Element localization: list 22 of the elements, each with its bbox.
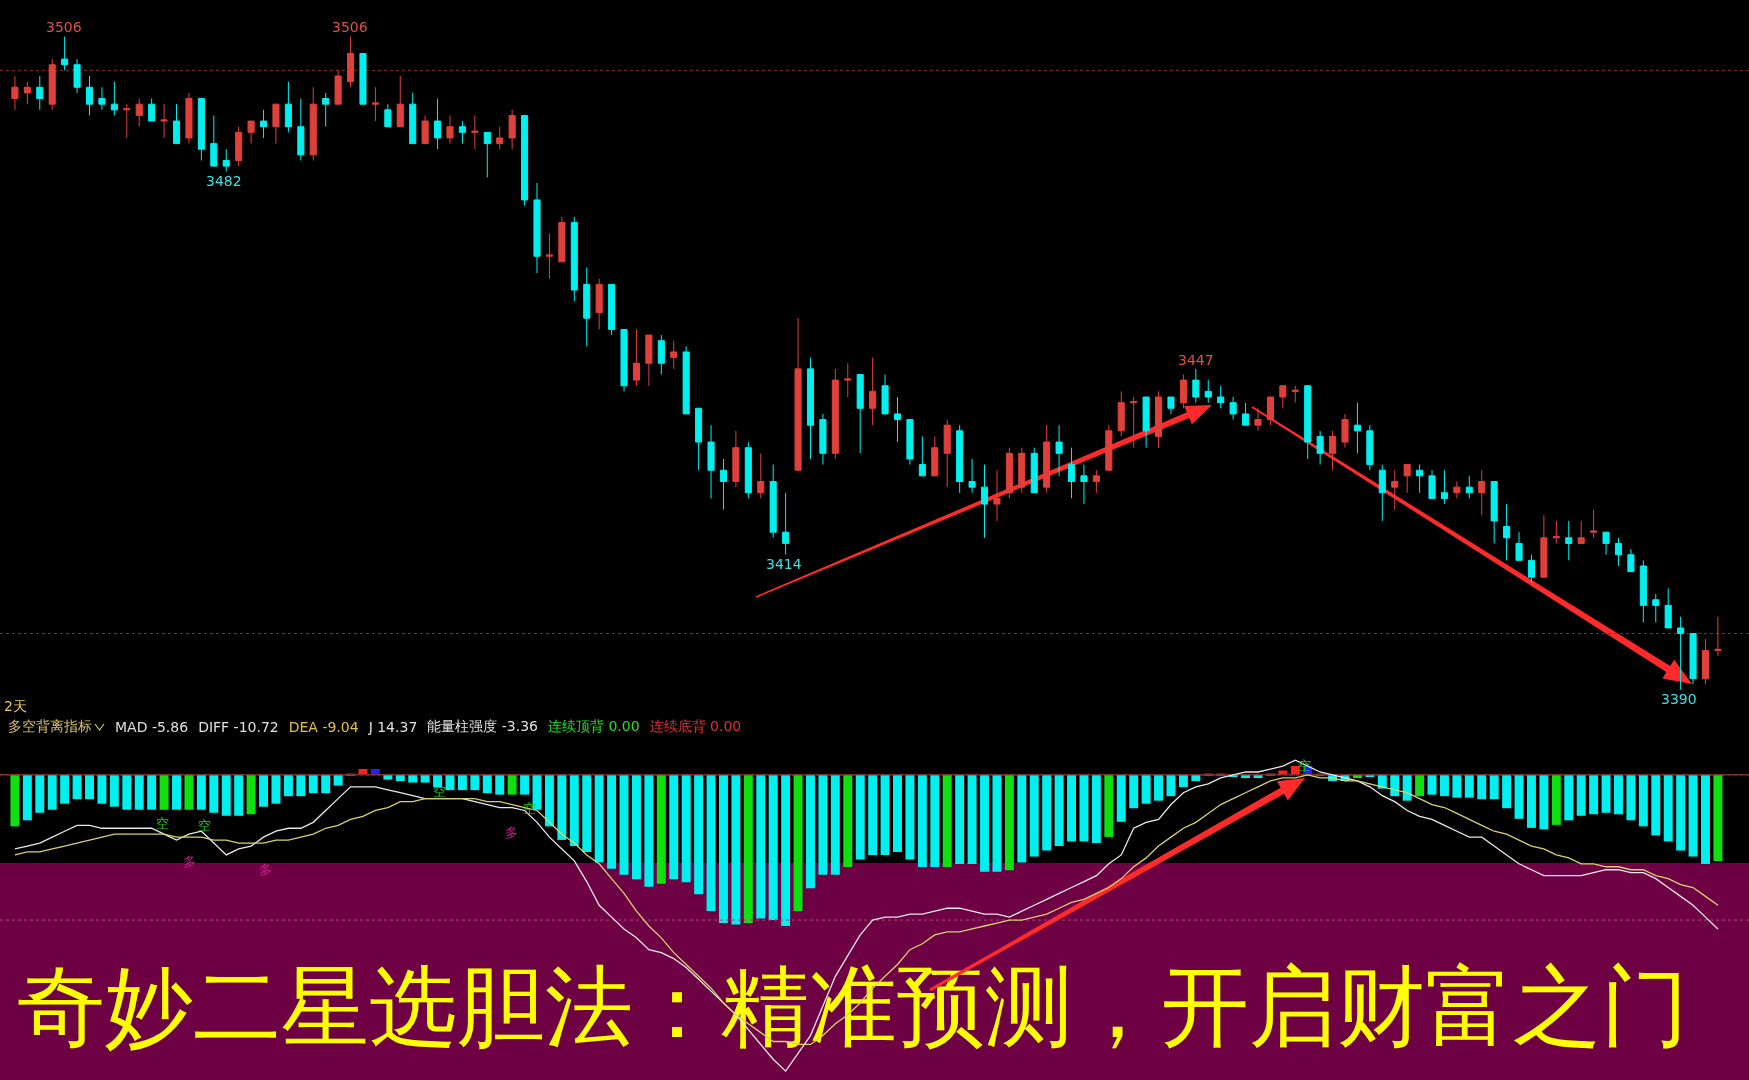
- annotation: 3414: [766, 556, 802, 572]
- annotation: 多: [183, 854, 196, 869]
- annotation: 空: [1298, 758, 1311, 773]
- text: 连续底背 0.00: [649, 718, 742, 736]
- text: MAD -5.86: [115, 719, 189, 735]
- text: 2天: [4, 698, 27, 714]
- text: 连续顶背 0.00: [547, 718, 640, 736]
- chart-title: 多空背离指标: [8, 718, 92, 736]
- annotation: 空: [198, 818, 211, 833]
- text: 能量柱强度 -3.36: [427, 718, 538, 736]
- text: 3390: [1661, 691, 1697, 707]
- annotation: 多: [259, 862, 272, 877]
- annotation: 空: [433, 784, 446, 799]
- annotation: 3482: [206, 173, 242, 189]
- text: 3506: [332, 19, 368, 35]
- text: 3506: [46, 19, 82, 35]
- annotation: 多: [505, 825, 518, 840]
- text: J 14.37: [368, 719, 418, 735]
- text: DEA -9.04: [288, 719, 359, 735]
- text: DIFF -10.72: [198, 719, 279, 735]
- annotation: 3447: [1178, 352, 1214, 368]
- annotation: 空: [156, 816, 169, 831]
